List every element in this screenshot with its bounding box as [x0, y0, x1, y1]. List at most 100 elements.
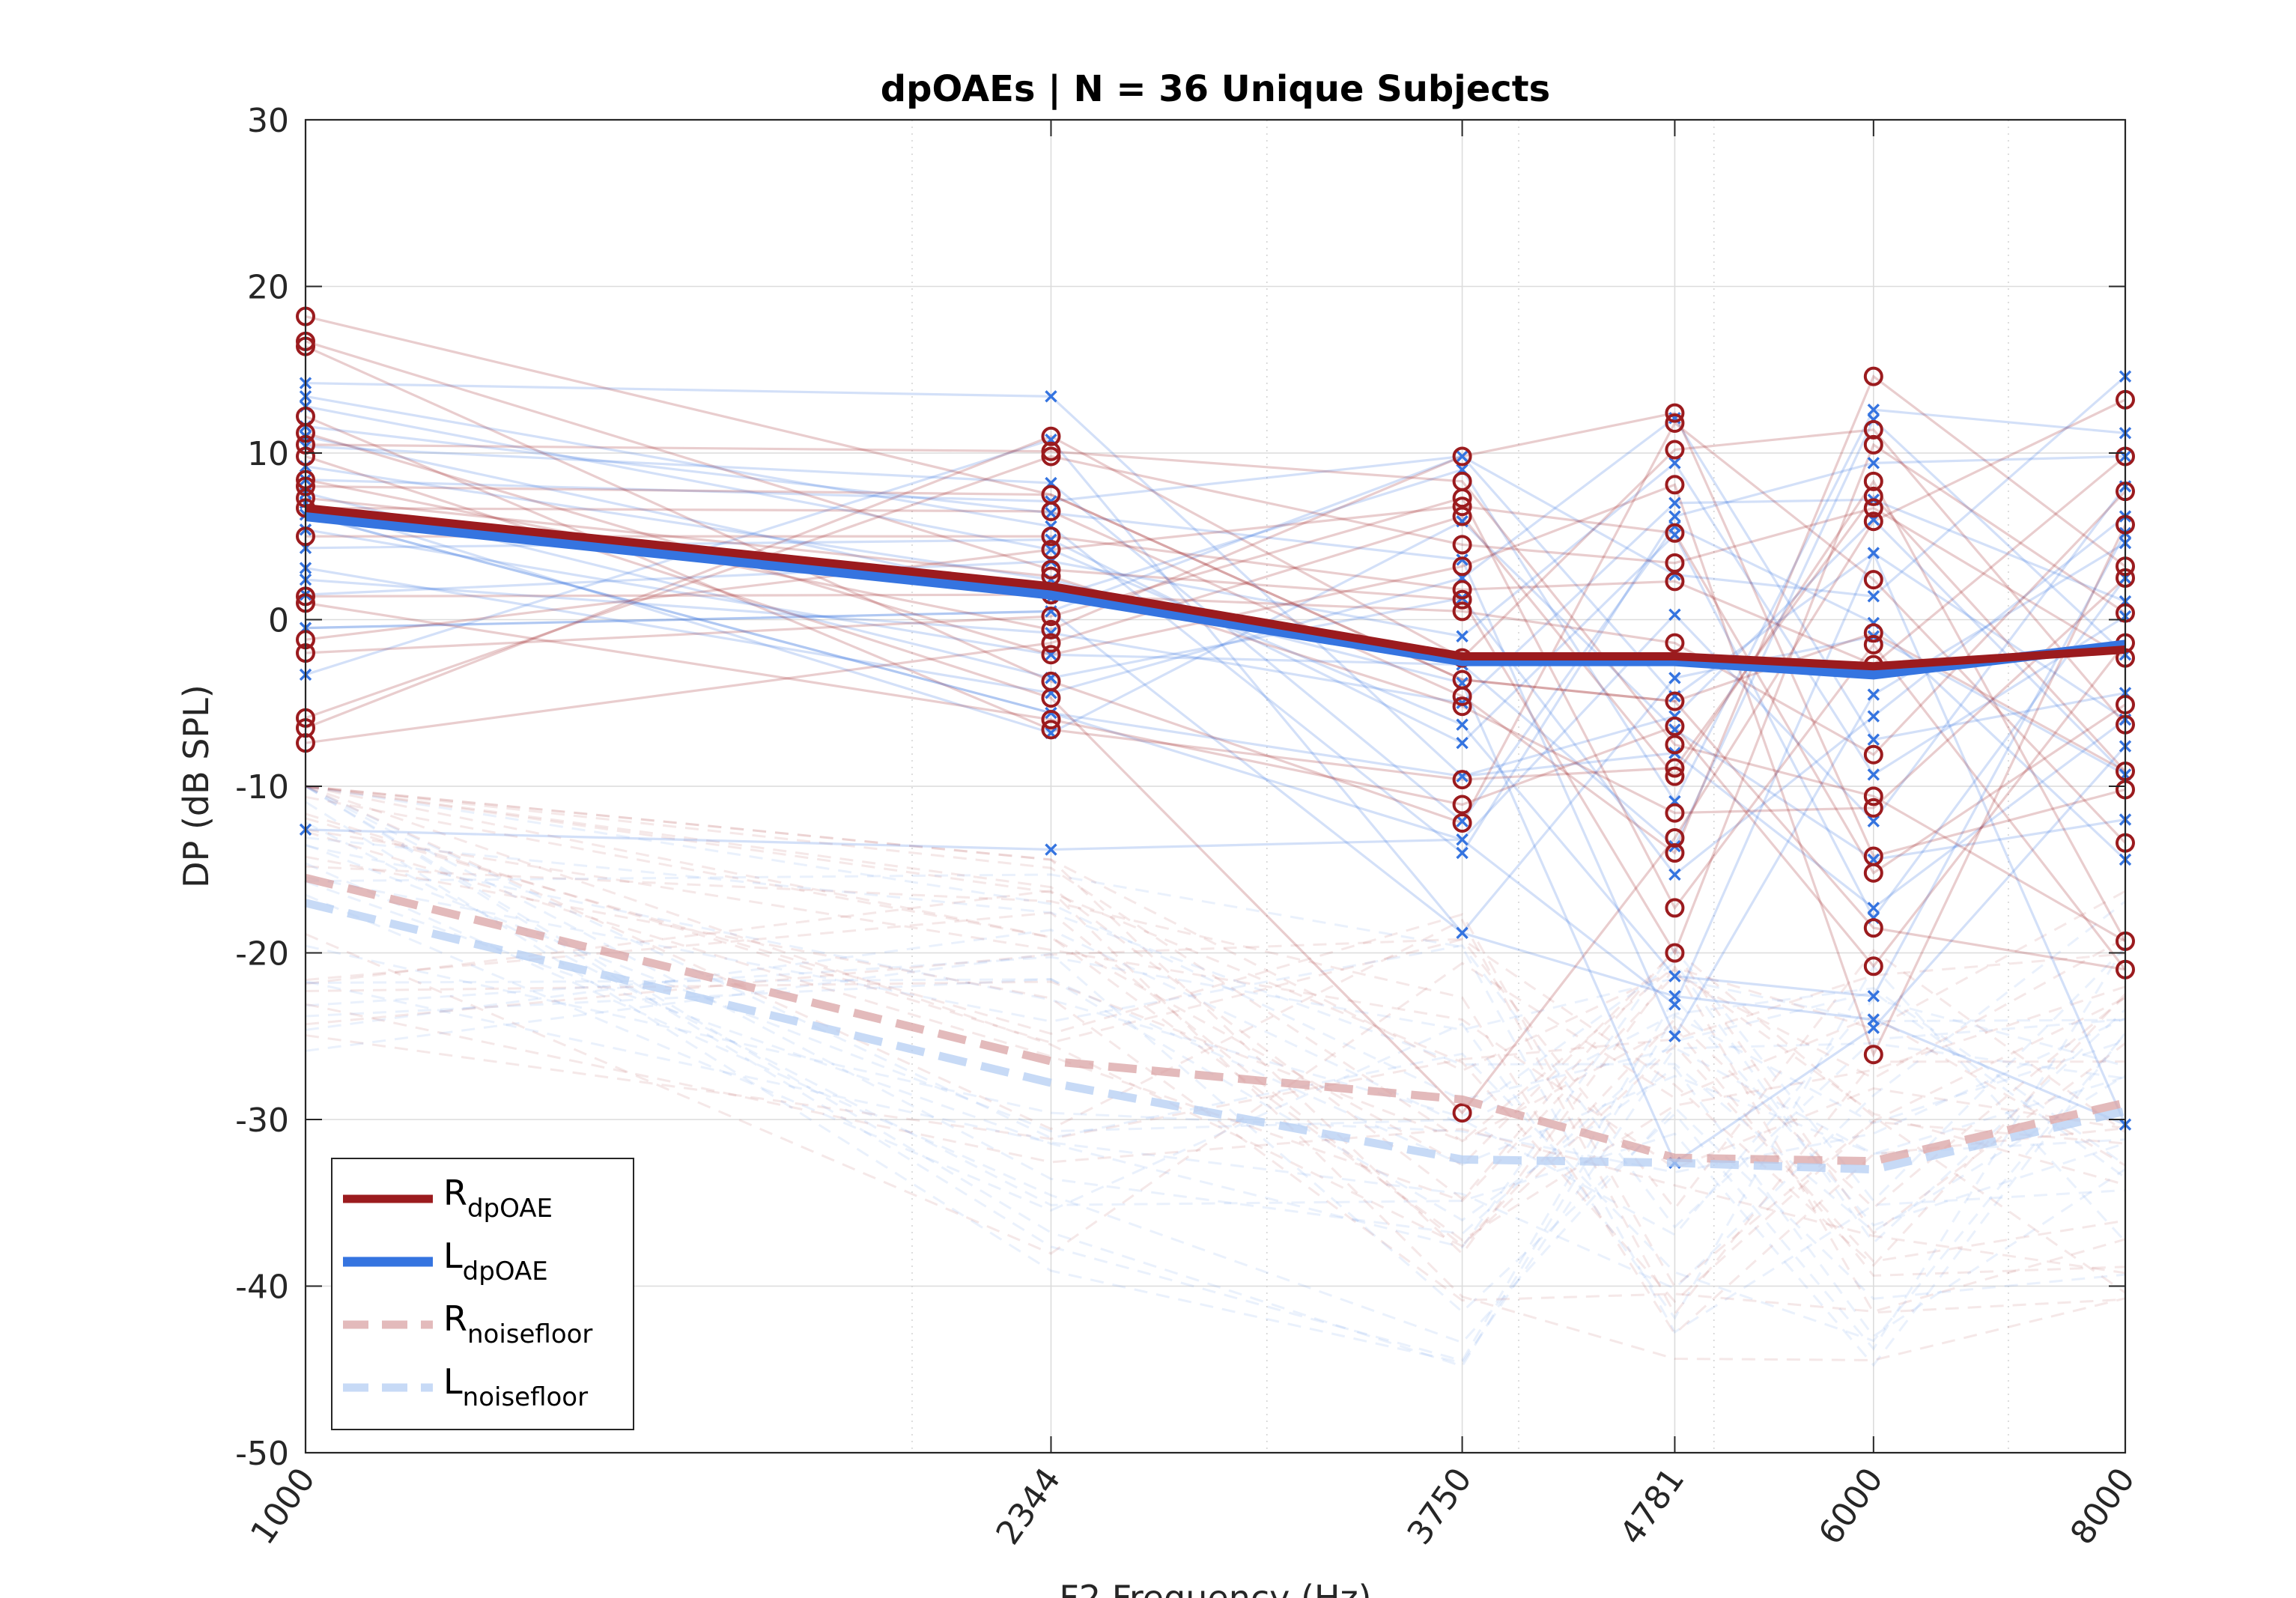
- left-x-marker-stroke: [1045, 506, 1057, 520]
- right-o-marker: [1863, 366, 1883, 386]
- subject-dpoae-trace: [305, 601, 2127, 968]
- left-x-marker: [1668, 608, 1681, 622]
- left-x-marker-stroke: [1045, 390, 1057, 403]
- legend-entry-l-noisefloor: Lnoisefloor: [343, 1361, 588, 1412]
- left-x-marker: [1867, 990, 1880, 1003]
- left-x-marker: [1456, 833, 1469, 846]
- subject-noisefloor-trace: [305, 855, 2126, 1313]
- subject-noisefloor-trace: [305, 893, 2127, 1320]
- y-tick-label: -50: [235, 1435, 289, 1473]
- right-o-marker: [1863, 863, 1883, 883]
- left-x-marker-stroke: [1456, 846, 1469, 860]
- right-o-marker: [1665, 403, 1685, 423]
- subject-noisefloor-trace: [305, 817, 2126, 1289]
- left-x-marker-stroke: [1867, 688, 1880, 701]
- left-x-marker: [1867, 733, 1880, 746]
- subject-dpoae-trace: [305, 455, 2126, 720]
- subject-noisefloor-trace: [305, 828, 2126, 1170]
- right-o-marker: [1041, 501, 1061, 521]
- right-o-marker: [1452, 795, 1472, 815]
- x-axis-label: F2 Frequency (Hz): [1059, 1578, 1371, 1598]
- left-x-marker: [1045, 506, 1057, 520]
- y-axis-label: DP (dB SPL): [176, 684, 216, 888]
- subject-noisefloor-trace: [305, 795, 2126, 1236]
- left-x-marker: [1867, 457, 1880, 470]
- right-o-marker: [1041, 688, 1061, 708]
- subject-noisefloor-trace: [305, 785, 2126, 1278]
- subject-dpoae-trace: [305, 374, 2126, 855]
- subject-dpoae-trace: [305, 416, 2126, 741]
- subject-dpoae-trace: [305, 417, 2127, 848]
- subject-dpoae-trace: [305, 405, 2127, 998]
- legend: RdpOAE LdpOAE Rnoisefloor Lnoisefloor: [331, 1158, 634, 1430]
- subject-noisefloor-traces: [305, 785, 2127, 1368]
- right-o-marker: [1041, 526, 1061, 547]
- right-o-marker: [1041, 633, 1061, 653]
- subject-noisefloor-trace: [305, 978, 2126, 1338]
- subject-noisefloor-trace: [305, 911, 2126, 1248]
- right-o-marker: [1665, 716, 1685, 736]
- left-x-marker-stroke: [1867, 768, 1880, 781]
- left-x-marker: [1456, 630, 1469, 642]
- left-x-marker: [1045, 543, 1057, 556]
- left-x-marker-stroke: [1867, 990, 1880, 1003]
- y-tick-label: 10: [247, 435, 289, 473]
- right-o-marker: [1041, 446, 1061, 467]
- left-x-marker: [1867, 1021, 1880, 1034]
- subject-dpoae-trace: [305, 398, 2126, 1115]
- right-o-marker: [1665, 413, 1685, 433]
- left-x-marker: [1867, 902, 1880, 914]
- left-x-marker: [1867, 710, 1880, 723]
- subject-noisefloor-trace: [305, 785, 2126, 1186]
- left-x-marker-stroke: [1456, 815, 1469, 827]
- right-o-marker: [1665, 475, 1685, 495]
- subject-dpoae-trace: [305, 505, 2126, 875]
- right-o-marker: [1452, 506, 1472, 526]
- legend-label: RdpOAE: [443, 1173, 553, 1224]
- subject-dpoae-trace: [306, 455, 2127, 666]
- subject-noisefloor-trace: [305, 785, 2126, 1316]
- subject-dpoae-trace: [305, 415, 2127, 781]
- subject-dpoae-trace: [305, 485, 2127, 851]
- left-x-marker-stroke: [1045, 543, 1057, 556]
- right-o-marker: [1665, 523, 1685, 543]
- right-o-marker: [1041, 540, 1061, 560]
- right-o-marker: [1665, 571, 1685, 592]
- left-x-marker-stroke: [1045, 843, 1057, 856]
- left-x-marker-stroke: [1668, 457, 1681, 470]
- right-o-marker: [1665, 843, 1685, 863]
- subject-noisefloor-trace: [305, 956, 2126, 1031]
- y-tick-label: 30: [247, 102, 289, 140]
- right-o-marker: [1863, 918, 1883, 938]
- subject-dpoae-trace: [305, 395, 2126, 855]
- right-o-marker: [1452, 488, 1472, 508]
- subject-dpoae-trace: [305, 491, 2126, 877]
- left-x-marker-stroke: [1668, 970, 1681, 982]
- mean-line-l-dpoae: [305, 511, 2126, 680]
- right-o-marker: [1041, 720, 1061, 740]
- right-o-marker: [1863, 434, 1883, 455]
- subject-dpoae-trace: [305, 502, 2126, 861]
- right-o-marker: [1863, 744, 1883, 765]
- subject-noisefloor-trace: [305, 844, 2127, 1245]
- subject-dpoae-trace: [305, 411, 2126, 858]
- right-o-marker: [1863, 956, 1883, 976]
- y-tick-label: -20: [235, 935, 289, 973]
- left-x-marker-stroke: [1668, 998, 1681, 1011]
- right-o-marker: [1452, 812, 1472, 833]
- left-x-marker-stroke: [1668, 672, 1681, 684]
- left-x-marker: [1867, 815, 1880, 827]
- subject-dpoae-trace: [305, 513, 2127, 778]
- subject-dpoae-trace: [305, 315, 2126, 971]
- right-o-marker: [1041, 559, 1061, 580]
- left-x-marker: [1045, 706, 1057, 720]
- right-o-marker: [1452, 535, 1472, 555]
- left-x-marker-stroke: [1867, 710, 1880, 723]
- subject-dpoae-trace: [305, 498, 2126, 705]
- subject-dpoae-trace: [305, 484, 2126, 773]
- left-x-marker-stroke: [1867, 403, 1880, 416]
- right-o-marker: [1863, 498, 1883, 518]
- subject-noisefloor-trace: [305, 785, 2126, 1236]
- subject-dpoae-trace: [305, 431, 2127, 1058]
